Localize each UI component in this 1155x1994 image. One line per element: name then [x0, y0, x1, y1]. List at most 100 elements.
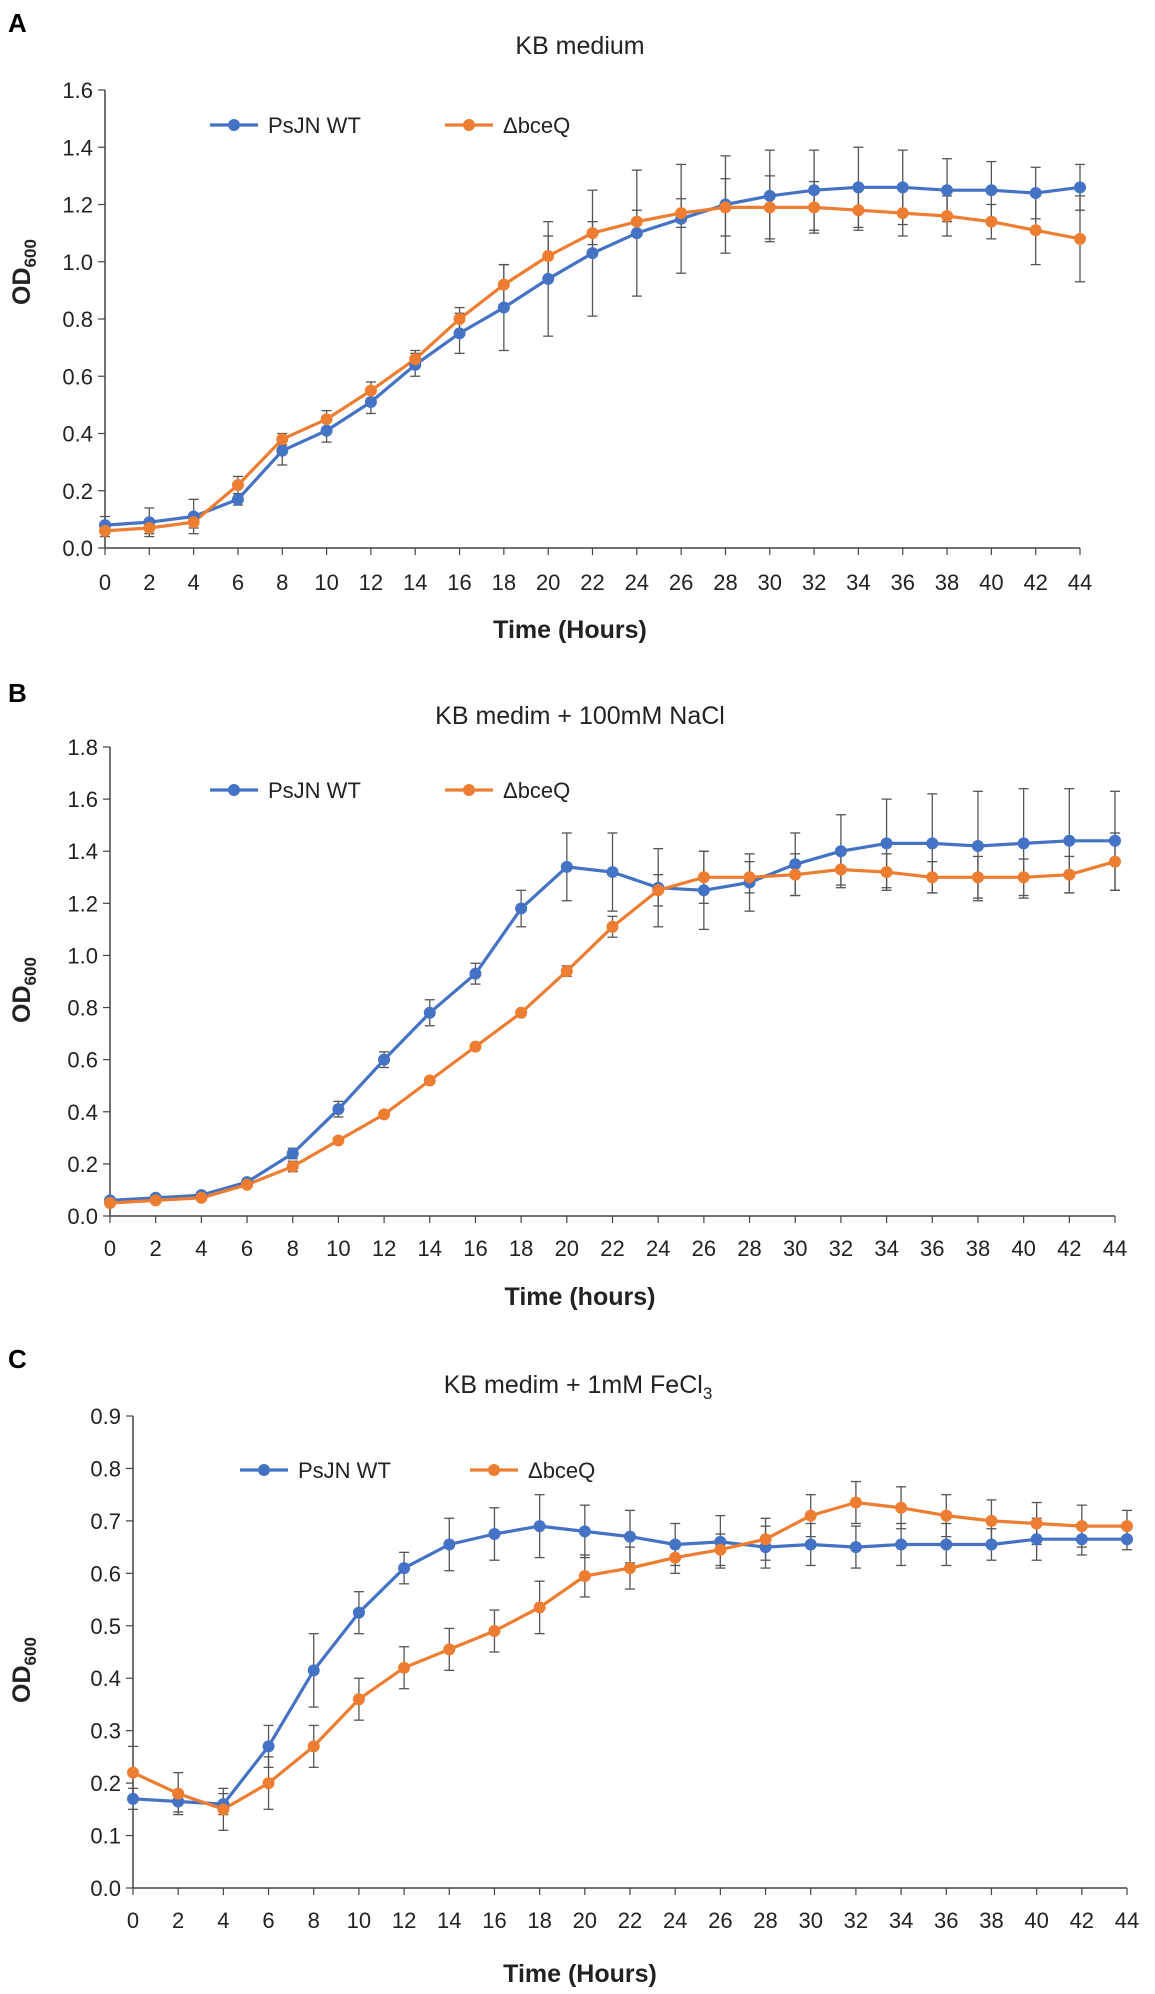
x-tick-label: 10 — [326, 1236, 350, 1261]
x-tick-label: 2 — [172, 1908, 184, 1933]
y-tick-label: 0.8 — [90, 1456, 121, 1481]
x-tick-label: 14 — [437, 1908, 461, 1933]
y-tick-label: 0.4 — [90, 1666, 121, 1691]
legend-marker — [488, 1464, 500, 1476]
y-tick-label: 0.4 — [62, 422, 93, 447]
x-tick-label: 4 — [188, 570, 200, 595]
data-point-mutant — [714, 1543, 727, 1556]
x-tick-label: 36 — [890, 570, 914, 595]
y-tick-label: 0.2 — [67, 1152, 98, 1177]
data-point-wt — [488, 1528, 501, 1540]
data-point-wt — [1121, 1533, 1133, 1546]
data-point-mutant — [896, 207, 909, 220]
x-tick-label: 42 — [1070, 1908, 1094, 1933]
data-point-mutant — [320, 413, 333, 426]
data-point-mutant — [940, 1509, 953, 1522]
y-tick-label: 0.0 — [62, 536, 93, 561]
series-line-mutant — [109, 860, 1116, 1205]
x-tick-label: 16 — [447, 570, 471, 595]
x-tick-label: 8 — [276, 570, 288, 595]
data-point-mutant — [1029, 224, 1042, 237]
data-point-mutant — [1030, 1517, 1043, 1530]
panel-b-ylabel: OD600 — [8, 957, 40, 1023]
x-tick-label: 22 — [600, 1236, 624, 1261]
y-tick-label: 0.2 — [62, 479, 93, 504]
x-tick-label: 28 — [713, 570, 737, 595]
data-point-wt — [515, 902, 528, 915]
x-tick-label: 38 — [935, 570, 959, 595]
data-point-wt — [880, 837, 893, 850]
data-point-wt — [849, 1541, 862, 1554]
x-tick-label: 10 — [347, 1908, 371, 1933]
y-tick-label: 1.6 — [67, 787, 98, 812]
x-tick-label: 28 — [753, 1908, 777, 1933]
panel-a-plot: 0.00.20.40.60.81.01.21.41.60 2 4 6 8 10 12 14 16… — [62, 78, 1092, 595]
x-tick-label: 34 — [846, 570, 870, 595]
data-point-mutant — [364, 384, 377, 397]
data-point-mutant — [217, 1803, 230, 1816]
x-tick-label: 2 — [150, 1236, 162, 1261]
data-point-wt — [985, 1538, 998, 1551]
x-tick-label: 32 — [802, 570, 826, 595]
data-point-mutant — [763, 201, 776, 214]
data-point-wt — [941, 184, 954, 197]
data-point-mutant — [971, 871, 984, 884]
data-point-wt — [804, 1538, 817, 1551]
x-tick-label: 30 — [758, 570, 782, 595]
x-tick-label: 26 — [669, 570, 693, 595]
data-point-mutant — [808, 201, 821, 214]
data-point-mutant — [1074, 232, 1086, 245]
data-point-mutant — [515, 1006, 528, 1019]
data-point-wt — [697, 884, 710, 897]
y-tick-label: 1.6 — [62, 78, 93, 103]
y-tick-label: 0.6 — [67, 1048, 98, 1073]
panel-b-letter: B — [8, 678, 27, 708]
x-tick-label: 44 — [1115, 1908, 1139, 1933]
data-point-mutant — [1121, 1520, 1133, 1533]
data-point-mutant — [849, 1496, 862, 1509]
data-point-mutant — [606, 920, 619, 933]
y-tick-label: 0.6 — [90, 1561, 121, 1586]
x-tick-label: 18 — [509, 1236, 533, 1261]
legend-entry: ΔbceQ — [445, 778, 570, 803]
data-point-mutant — [895, 1501, 908, 1514]
x-tick-label: 20 — [573, 1908, 597, 1933]
data-point-mutant — [307, 1740, 320, 1753]
data-point-wt — [940, 1538, 953, 1551]
x-tick-label: 24 — [646, 1236, 670, 1261]
x-tick-label: 30 — [783, 1236, 807, 1261]
data-point-wt — [852, 181, 865, 194]
x-tick-label: 42 — [1023, 570, 1047, 595]
data-point-mutant — [1017, 871, 1030, 884]
data-point-wt — [669, 1538, 682, 1551]
y-tick-label: 0.0 — [67, 1204, 98, 1229]
data-point-mutant — [675, 207, 688, 220]
data-point-mutant — [941, 209, 954, 222]
x-tick-label: 4 — [217, 1908, 229, 1933]
panel-c-title: KB medim + 1mM FeCl3 — [444, 1371, 713, 1403]
data-point-mutant — [697, 871, 710, 884]
data-point-wt — [896, 181, 909, 194]
data-point-wt — [453, 327, 466, 340]
data-point-mutant — [453, 313, 466, 325]
data-point-mutant — [104, 1196, 116, 1209]
y-tick-label: 0.6 — [62, 364, 93, 389]
data-point-mutant — [804, 1509, 817, 1522]
y-tick-label: 0.0 — [90, 1876, 121, 1901]
data-point-mutant — [241, 1178, 254, 1191]
data-point-wt — [533, 1520, 546, 1533]
data-point-wt — [926, 837, 939, 850]
data-point-mutant — [127, 1766, 139, 1779]
data-point-mutant — [624, 1562, 636, 1575]
data-point-mutant — [143, 521, 156, 534]
data-point-wt — [630, 227, 643, 240]
data-point-mutant — [443, 1643, 456, 1656]
legend-label: ΔbceQ — [503, 113, 570, 138]
data-point-mutant — [99, 524, 111, 537]
data-point-wt — [469, 967, 482, 980]
y-tick-label: 0.8 — [67, 996, 98, 1021]
x-tick-label: 26 — [708, 1908, 732, 1933]
y-tick-label: 0.4 — [67, 1100, 98, 1125]
panel-c: C KB medim + 1mM FeCl3 Time (Hours) OD60… — [8, 1344, 1139, 1988]
data-point-mutant — [586, 227, 599, 240]
